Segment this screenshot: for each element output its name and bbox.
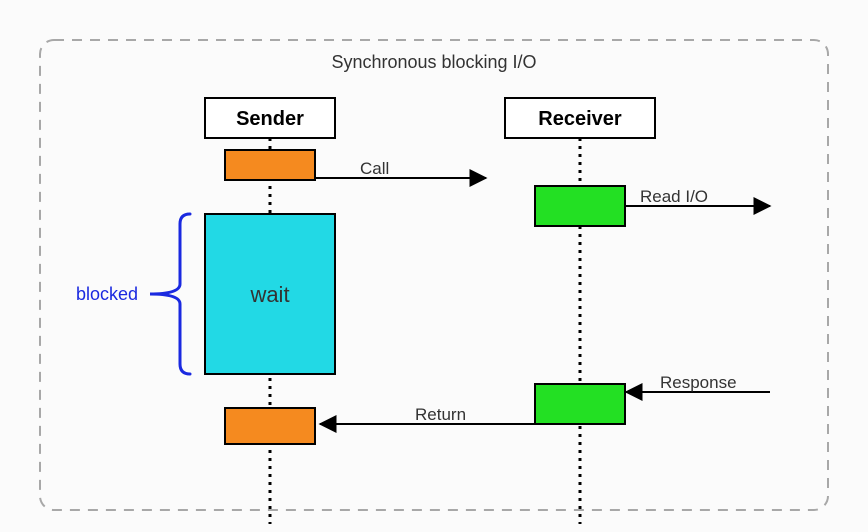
activation-sender-act-1: [225, 150, 315, 180]
sequence-diagram: Synchronous blocking I/O Sender Receiver wa…: [0, 0, 868, 532]
diagram-frame: [40, 40, 828, 510]
message-label-response: Response: [660, 373, 737, 392]
activation-receiver-act-2: [535, 384, 625, 424]
brace-blocked: [150, 214, 190, 374]
activation-receiver-act-1: [535, 186, 625, 226]
activation-sender-act-2: [225, 408, 315, 444]
message-label-return: Return: [415, 405, 466, 424]
message-label-readio: Read I/O: [640, 187, 708, 206]
activation-label-sender-wait: wait: [249, 282, 289, 307]
lifeline-label-receiver: Receiver: [538, 108, 622, 130]
diagram-title: Synchronous blocking I/O: [331, 52, 536, 72]
lifeline-label-sender: Sender: [236, 108, 304, 130]
message-label-call: Call: [360, 159, 389, 178]
brace-label: blocked: [76, 284, 138, 304]
